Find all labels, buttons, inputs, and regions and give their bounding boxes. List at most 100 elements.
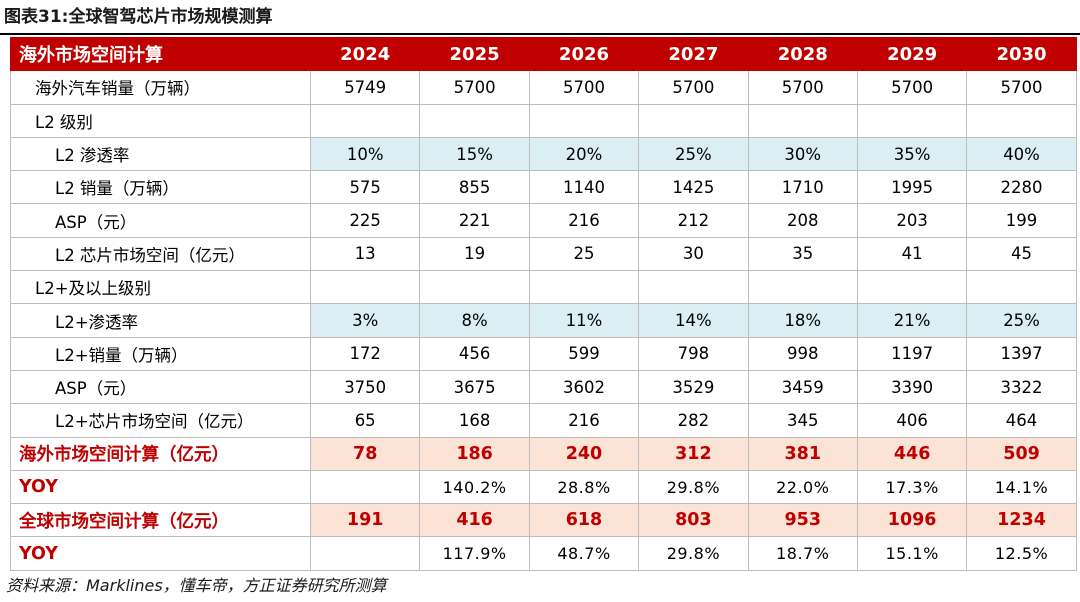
- table-cell: 416: [419, 503, 530, 538]
- table-cell: 2280: [966, 170, 1077, 205]
- table-cell: 1397: [966, 336, 1077, 371]
- table-cell: 40%: [966, 136, 1077, 172]
- table-cell: 5700: [419, 70, 530, 105]
- row-label: L2 渗透率: [10, 136, 311, 172]
- table-cell: [856, 270, 968, 305]
- table-cell: 216: [528, 203, 640, 238]
- row-label: L2+渗透率: [10, 303, 311, 338]
- table-cell: 3675: [419, 369, 530, 405]
- table-row: L2 销量（万辆） 575 855 1140 1425 1710 1995 2280: [10, 170, 1077, 205]
- table-cell: [309, 469, 421, 505]
- table-cell: 998: [747, 336, 858, 371]
- table-cell: 117.9%: [419, 536, 530, 571]
- table-cell: 855: [419, 170, 530, 205]
- header-year: 2027: [638, 36, 749, 72]
- row-label: 全球市场空间计算（亿元）: [10, 503, 311, 538]
- table-cell: 3322: [966, 369, 1077, 405]
- table-cell: [528, 103, 640, 138]
- table-cell: 18%: [747, 303, 858, 338]
- row-label: L2 级别: [10, 103, 311, 138]
- table-cell: 48.7%: [528, 536, 640, 571]
- table-cell: 406: [856, 403, 968, 438]
- table-cell: 3529: [638, 369, 749, 405]
- table-cell: 240: [528, 436, 640, 471]
- table-cell: 1425: [638, 170, 749, 205]
- row-label: L2 销量（万辆）: [10, 170, 311, 205]
- table-cell: 19: [419, 236, 530, 272]
- table-cell: 30: [638, 236, 749, 272]
- table-cell: 28.8%: [528, 469, 640, 505]
- row-label: L2+及以上级别: [10, 270, 311, 305]
- table-cell: 65: [309, 403, 421, 438]
- table-cell: 25%: [638, 136, 749, 172]
- table-cell: 10%: [309, 136, 421, 172]
- table-cell: 25%: [966, 303, 1077, 338]
- market-size-table: 海外市场空间计算 2024 2025 2026 2027 2028 2029 2…: [10, 36, 1077, 571]
- header-year: 2026: [528, 36, 640, 72]
- table-cell: [966, 103, 1077, 138]
- table-cell: 456: [419, 336, 530, 371]
- table-cell: 30%: [747, 136, 858, 172]
- row-label: YOY: [10, 536, 311, 571]
- table-row: ASP（元） 225 221 216 212 208 203 199: [10, 203, 1077, 238]
- table-cell: [309, 103, 421, 138]
- table-cell: [747, 103, 858, 138]
- row-label: 海外汽车销量（万辆）: [10, 70, 311, 105]
- table-cell: 212: [638, 203, 749, 238]
- table-cell: 41: [856, 236, 968, 272]
- row-label: ASP（元）: [10, 369, 311, 405]
- header-year: 2025: [419, 36, 530, 72]
- row-label: ASP（元）: [10, 203, 311, 238]
- table-cell: 5700: [856, 70, 968, 105]
- table-cell: 15%: [419, 136, 530, 172]
- table-cell: 282: [638, 403, 749, 438]
- table-row: YOY 140.2% 28.8% 29.8% 22.0% 17.3% 14.1%: [10, 469, 1077, 505]
- table-cell: [528, 270, 640, 305]
- table-cell: [638, 103, 749, 138]
- table-cell: [419, 270, 530, 305]
- table-cell: 17.3%: [856, 469, 968, 505]
- header-year: 2029: [856, 36, 968, 72]
- table-cell: 35: [747, 236, 858, 272]
- table-cell: 3390: [856, 369, 968, 405]
- table-cell: 12.5%: [966, 536, 1077, 571]
- table-row: 海外汽车销量（万辆） 5749 5700 5700 5700 5700 5700 5700: [10, 70, 1077, 105]
- table-cell: 1995: [856, 170, 968, 205]
- table-cell: 1197: [856, 336, 968, 371]
- table-cell: 18.7%: [747, 536, 858, 571]
- row-label: L2 芯片市场空间（亿元）: [10, 236, 311, 272]
- table-cell: 208: [747, 203, 858, 238]
- header-title: 海外市场空间计算: [10, 36, 311, 72]
- table-cell: 225: [309, 203, 421, 238]
- table-cell: 3%: [309, 303, 421, 338]
- table-cell: 5700: [747, 70, 858, 105]
- table-cell: 22.0%: [747, 469, 858, 505]
- table-cell: 1096: [856, 503, 968, 538]
- table-cell: 953: [747, 503, 858, 538]
- table-cell: 803: [638, 503, 749, 538]
- header-year: 2030: [966, 36, 1077, 72]
- table-cell: [856, 103, 968, 138]
- table-cell: 509: [966, 436, 1077, 471]
- row-label: 海外市场空间计算（亿元）: [10, 436, 311, 471]
- table-cell: 1710: [747, 170, 858, 205]
- table-cell: 575: [309, 170, 421, 205]
- table-cell: 446: [856, 436, 968, 471]
- table-cell: 3602: [528, 369, 640, 405]
- table-cell: 15.1%: [856, 536, 968, 571]
- table-header-row: 海外市场空间计算 2024 2025 2026 2027 2028 2029 2…: [10, 36, 1077, 72]
- table-cell: 3750: [309, 369, 421, 405]
- table-cell: 168: [419, 403, 530, 438]
- table-cell: 45: [966, 236, 1077, 272]
- table-cell: 29.8%: [638, 469, 749, 505]
- table-cell: 221: [419, 203, 530, 238]
- table-cell: 35%: [856, 136, 968, 172]
- table-cell: 5700: [528, 70, 640, 105]
- table-cell: 21%: [856, 303, 968, 338]
- table-cell: 1140: [528, 170, 640, 205]
- source-note: 资料来源：Marklines，懂车帝，方正证券研究所测算: [6, 576, 387, 595]
- table-cell: 5749: [309, 70, 421, 105]
- table-cell: [638, 270, 749, 305]
- table-cell: 1234: [966, 503, 1077, 538]
- table-row: L2 渗透率 10% 15% 20% 25% 30% 35% 40%: [10, 136, 1077, 172]
